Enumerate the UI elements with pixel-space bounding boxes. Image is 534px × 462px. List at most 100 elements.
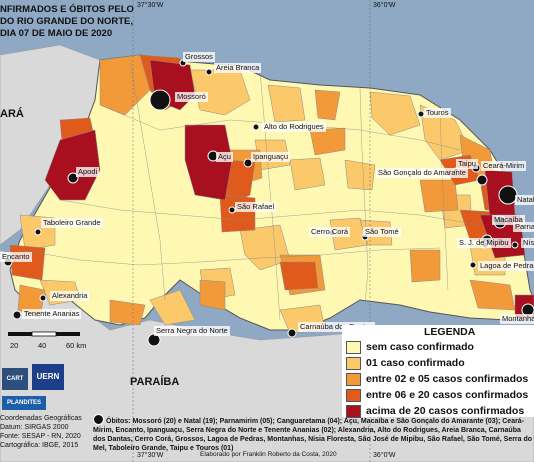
deaths-note-text: Óbitos: Mossoró (20) e Natal (19); Parna…	[93, 418, 533, 452]
title-line-1: NFIRMADOS E ÓBITOS PELO	[0, 4, 134, 15]
legend-label-none: sem caso confirmado	[366, 341, 474, 353]
area-one-13	[289, 157, 326, 191]
border-line-4	[129, 59, 166, 301]
area-top-acu	[184, 124, 233, 201]
credits-line-4: Cartográfica: IBGE, 2015	[0, 442, 79, 449]
marker-tenente	[12, 310, 22, 320]
legend-item-one: 01 caso confirmado	[342, 355, 534, 371]
area-mid-11	[199, 279, 226, 311]
label-ceara-mirim: Ceará-Mirim	[481, 161, 527, 171]
area-high-8	[279, 261, 319, 291]
scale-label-40: 40	[38, 341, 47, 350]
legend-label-2-5: entre 02 e 05 casos confirmados	[366, 373, 529, 385]
marker-lagoa	[469, 261, 477, 269]
area-mid-5	[409, 249, 441, 283]
title-line-2: DO RIO GRANDE DO NORTE,	[0, 16, 134, 27]
legend-swatch-none	[346, 340, 361, 354]
label-sj-mipibu: S. J. de Mipibu	[457, 238, 511, 248]
area-high-6	[219, 194, 256, 233]
label-natal: Natal	[515, 195, 534, 205]
label-areia-branca: Areia Branca	[214, 63, 262, 73]
label-serra-negra: Serra Negra do Norte	[154, 326, 230, 336]
label-parnamirim: Parnamirim	[513, 222, 534, 232]
area-one-2	[267, 84, 306, 123]
label-encanto: Encanto	[0, 252, 32, 262]
marker-apodi	[67, 172, 79, 184]
border-line-6	[359, 87, 369, 306]
coord-bottom-right: 36°0'W	[373, 452, 396, 459]
border-line-2	[59, 199, 481, 226]
marker-nisia	[511, 241, 519, 249]
label-touros: Touros	[424, 108, 451, 118]
scale-seg-2	[31, 331, 57, 337]
area-mid-8	[419, 179, 459, 213]
area-one-10	[149, 289, 196, 326]
label-taboleiro-grande: Taboleiro Grande	[41, 218, 103, 228]
legend-swatch-over-20	[346, 404, 361, 418]
coord-top-right: 36°0'W	[373, 2, 396, 9]
legend-swatch-2-5	[346, 372, 361, 386]
area-top-apodi	[44, 129, 101, 201]
credits-line-1: Coordenadas Geográficas	[0, 415, 82, 422]
label-macaiba: Macaíba	[492, 215, 525, 225]
area-mid-12	[309, 127, 346, 156]
deaths-note: Óbitos: Mossoró (20) e Natal (19); Parna…	[93, 414, 534, 453]
label-acu: Açu	[216, 152, 233, 162]
scale-seg-1	[8, 332, 32, 336]
scale-label-60: 60 km	[66, 341, 87, 350]
logo-plandites: PLANDITES	[2, 396, 46, 410]
area-one-3	[369, 91, 421, 136]
marker-areia-branca	[205, 68, 213, 76]
credits: Coordenadas Geográficas Datum: SIRGAS 20…	[0, 414, 90, 450]
label-sao-rafael: São Rafael	[235, 202, 277, 212]
area-mid-1	[99, 54, 151, 116]
border-line-7	[439, 109, 449, 291]
legend-item-6-20: entre 06 e 20 casos confirmados	[342, 387, 534, 403]
label-alto-do-rodrigues: Alto do Rodrigues	[262, 122, 326, 132]
marker-alto	[252, 123, 260, 131]
author-credit: Elaborado por Franklin Roberto da Costa,…	[200, 451, 337, 458]
border-line-3	[19, 247, 441, 266]
label-carnauba: Carnaúba dos Dantas	[298, 322, 375, 332]
marker-alexandria	[39, 294, 47, 302]
label-sao-tome: São Tomé	[363, 227, 401, 237]
legend: LEGENDA sem caso confirmado 01 caso conf…	[342, 325, 534, 419]
coord-top-left: 37°30'W	[137, 2, 164, 9]
legend-label-6-20: entre 06 e 20 casos confirmados	[366, 389, 529, 401]
legend-item-over-20: acima de 20 casos confirmados	[342, 403, 534, 419]
marker-sg-amarante	[476, 174, 488, 186]
label-mossoro: Mossoró	[175, 92, 208, 102]
label-taipu: Taipu	[456, 159, 478, 169]
credits-line-2: Datum: SIRGAS 2000	[0, 424, 69, 431]
credits-line-3: Fonte: SESAP - RN, 2020	[0, 433, 81, 440]
legend-item-2-5: entre 02 e 05 casos confirmados	[342, 371, 534, 387]
scale-label-20: 20	[10, 341, 19, 350]
area-high-7	[9, 244, 46, 281]
label-nisia-floresta: Nísia Floresta	[521, 238, 534, 248]
area-one-5	[239, 224, 291, 271]
label-cerro-cora: Cerro Corá	[309, 227, 351, 237]
legend-swatch-6-20	[346, 388, 361, 402]
logo-cart: CART	[2, 368, 28, 390]
state-label-paraiba: PARAÍBA	[130, 376, 180, 388]
marker-carnauba	[287, 328, 297, 338]
label-tenente-ananias: Tenente Ananias	[22, 309, 82, 319]
legend-swatch-one	[346, 356, 361, 370]
title-line-3: DIA 07 DE MAIO DE 2020	[0, 28, 113, 39]
legend-label-one: 01 caso confirmado	[366, 357, 465, 369]
legend-item-none: sem caso confirmado	[342, 339, 534, 355]
scale-bar	[8, 331, 80, 337]
border-line-5	[259, 69, 281, 321]
area-one-15	[344, 159, 376, 191]
coord-bottom-left: 37°30'W	[137, 452, 164, 459]
label-apodi: Apodi	[76, 167, 100, 177]
state-label-ceara: ARÁ	[0, 108, 24, 120]
death-bullet-icon	[93, 414, 104, 425]
area-mid-7	[109, 299, 146, 326]
label-ipanguacu: Ipanguaçu	[251, 152, 291, 162]
logos: CART UERN PLANDITES	[0, 360, 86, 416]
map-title: NFIRMADOS E ÓBITOS PELO DO RIO GRANDE DO…	[0, 4, 150, 40]
label-alexandria: Alexandria	[50, 291, 90, 301]
marker-taboleiro	[34, 228, 42, 236]
